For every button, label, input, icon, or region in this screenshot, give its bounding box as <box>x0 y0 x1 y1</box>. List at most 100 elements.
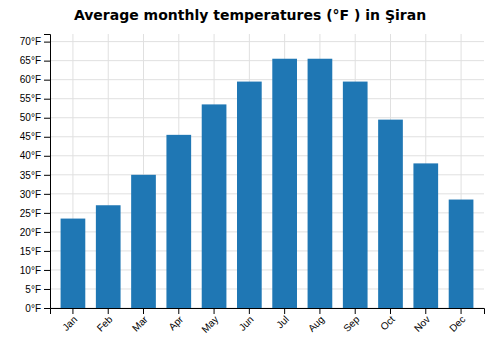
tick-label: 60°F <box>20 74 41 85</box>
tick-label: Jul <box>274 314 291 331</box>
tick: 50°F <box>20 112 50 123</box>
tick-mark <box>44 61 50 62</box>
tick: 15°F <box>20 246 50 257</box>
tick: Jan <box>60 308 79 333</box>
plot: 0°F 5°F 10°F 15°F 20°F 25°F 30°F 35°F 40°F 45°F 50… <box>20 34 485 335</box>
tick-label: 45°F <box>20 131 41 142</box>
bar <box>343 82 368 308</box>
grid-line-y <box>50 155 484 156</box>
tick: 60°F <box>20 74 50 85</box>
tick-mark <box>108 308 109 314</box>
tick-label: 50°F <box>20 112 41 123</box>
tick-mark <box>44 251 50 252</box>
tick-label: 5°F <box>25 284 41 295</box>
tick-label: Nov <box>412 314 432 334</box>
tick-label: 55°F <box>20 93 41 104</box>
axis-line <box>44 35 51 309</box>
x-axis: Jan Feb Mar Apr May Jun Jul Aug Sep Oct Nov Dec <box>51 308 485 335</box>
tick: 55°F <box>20 93 50 104</box>
tick: 0°F <box>25 303 50 314</box>
grid-line-y <box>50 41 484 42</box>
tick-label: Oct <box>378 314 397 333</box>
bar <box>413 163 438 308</box>
tick-mark <box>319 308 320 314</box>
tick-label: Dec <box>447 314 467 334</box>
tick-label: 65°F <box>20 55 41 66</box>
tick: 20°F <box>20 227 50 238</box>
tick-mark <box>44 213 50 214</box>
tick: 35°F <box>20 170 50 181</box>
chart: Average monthly temperatures (°F ) in Şi… <box>0 0 500 350</box>
tick-label: Jan <box>60 314 79 333</box>
tick: Sep <box>341 308 362 334</box>
tick-mark <box>44 308 50 309</box>
tick-mark <box>425 308 426 314</box>
tick: Mar <box>130 308 150 334</box>
grid-line-y <box>50 79 484 80</box>
y-axis: 0°F 5°F 10°F 15°F 20°F 25°F 30°F 35°F 40°F 45°F 50… <box>20 35 51 314</box>
tick: Oct <box>378 308 397 332</box>
tick-mark <box>284 308 285 314</box>
tick-label: Feb <box>95 313 115 333</box>
bar <box>96 205 121 308</box>
marks <box>61 59 474 308</box>
tick-label: 25°F <box>20 208 41 219</box>
tick-label: Jun <box>237 314 256 333</box>
grid-line-y <box>50 117 484 118</box>
tick-label: 0°F <box>25 303 41 314</box>
tick-mark <box>44 118 50 119</box>
tick-label: 35°F <box>20 170 41 181</box>
tick-label: 10°F <box>20 265 41 276</box>
tick-mark <box>44 232 50 233</box>
tick: Nov <box>412 308 432 334</box>
tick: Aug <box>306 308 326 334</box>
tick: 25°F <box>20 208 50 219</box>
tick: 40°F <box>20 150 50 161</box>
tick-mark <box>214 308 215 314</box>
tick-label: 70°F <box>20 36 41 47</box>
tick-label: 20°F <box>20 227 41 238</box>
tick: Dec <box>447 308 467 334</box>
tick: 65°F <box>20 55 50 66</box>
tick-mark <box>44 80 50 81</box>
grid <box>50 34 484 308</box>
tick: 5°F <box>25 284 50 295</box>
bar <box>166 135 191 308</box>
bar <box>378 120 403 308</box>
tick-mark <box>44 42 50 43</box>
bar <box>61 219 86 308</box>
bar <box>272 59 297 308</box>
tick-label: Aug <box>306 314 326 334</box>
tick-mark <box>44 175 50 176</box>
title: Average monthly temperatures (°F ) in Şi… <box>74 7 426 23</box>
bar <box>131 175 156 308</box>
tick-label: Mar <box>130 313 150 333</box>
tick-mark <box>249 308 250 314</box>
tick-label: 30°F <box>20 189 41 200</box>
tick-mark <box>461 308 462 314</box>
grid-line-y <box>50 98 484 99</box>
grid-line-y <box>50 60 484 61</box>
tick-mark <box>143 308 144 314</box>
bar <box>449 200 474 308</box>
tick: 30°F <box>20 189 50 200</box>
tick: 70°F <box>20 36 50 47</box>
tick-mark <box>44 194 50 195</box>
bar <box>308 59 333 308</box>
tick: 45°F <box>20 131 50 142</box>
tick-mark <box>390 308 391 314</box>
tick: Apr <box>166 308 185 332</box>
tick-mark <box>44 99 50 100</box>
tick-mark <box>178 308 179 314</box>
tick-mark <box>44 137 50 138</box>
tick: May <box>199 308 220 335</box>
tick-label: May <box>199 314 220 335</box>
tick: Jul <box>274 308 291 330</box>
tick-label: 40°F <box>20 150 41 161</box>
tick-mark <box>44 156 50 157</box>
tick: 10°F <box>20 265 50 276</box>
bar <box>202 104 227 308</box>
tick-label: 15°F <box>20 246 41 257</box>
tick-mark <box>44 289 50 290</box>
tick-label: Sep <box>341 313 362 334</box>
